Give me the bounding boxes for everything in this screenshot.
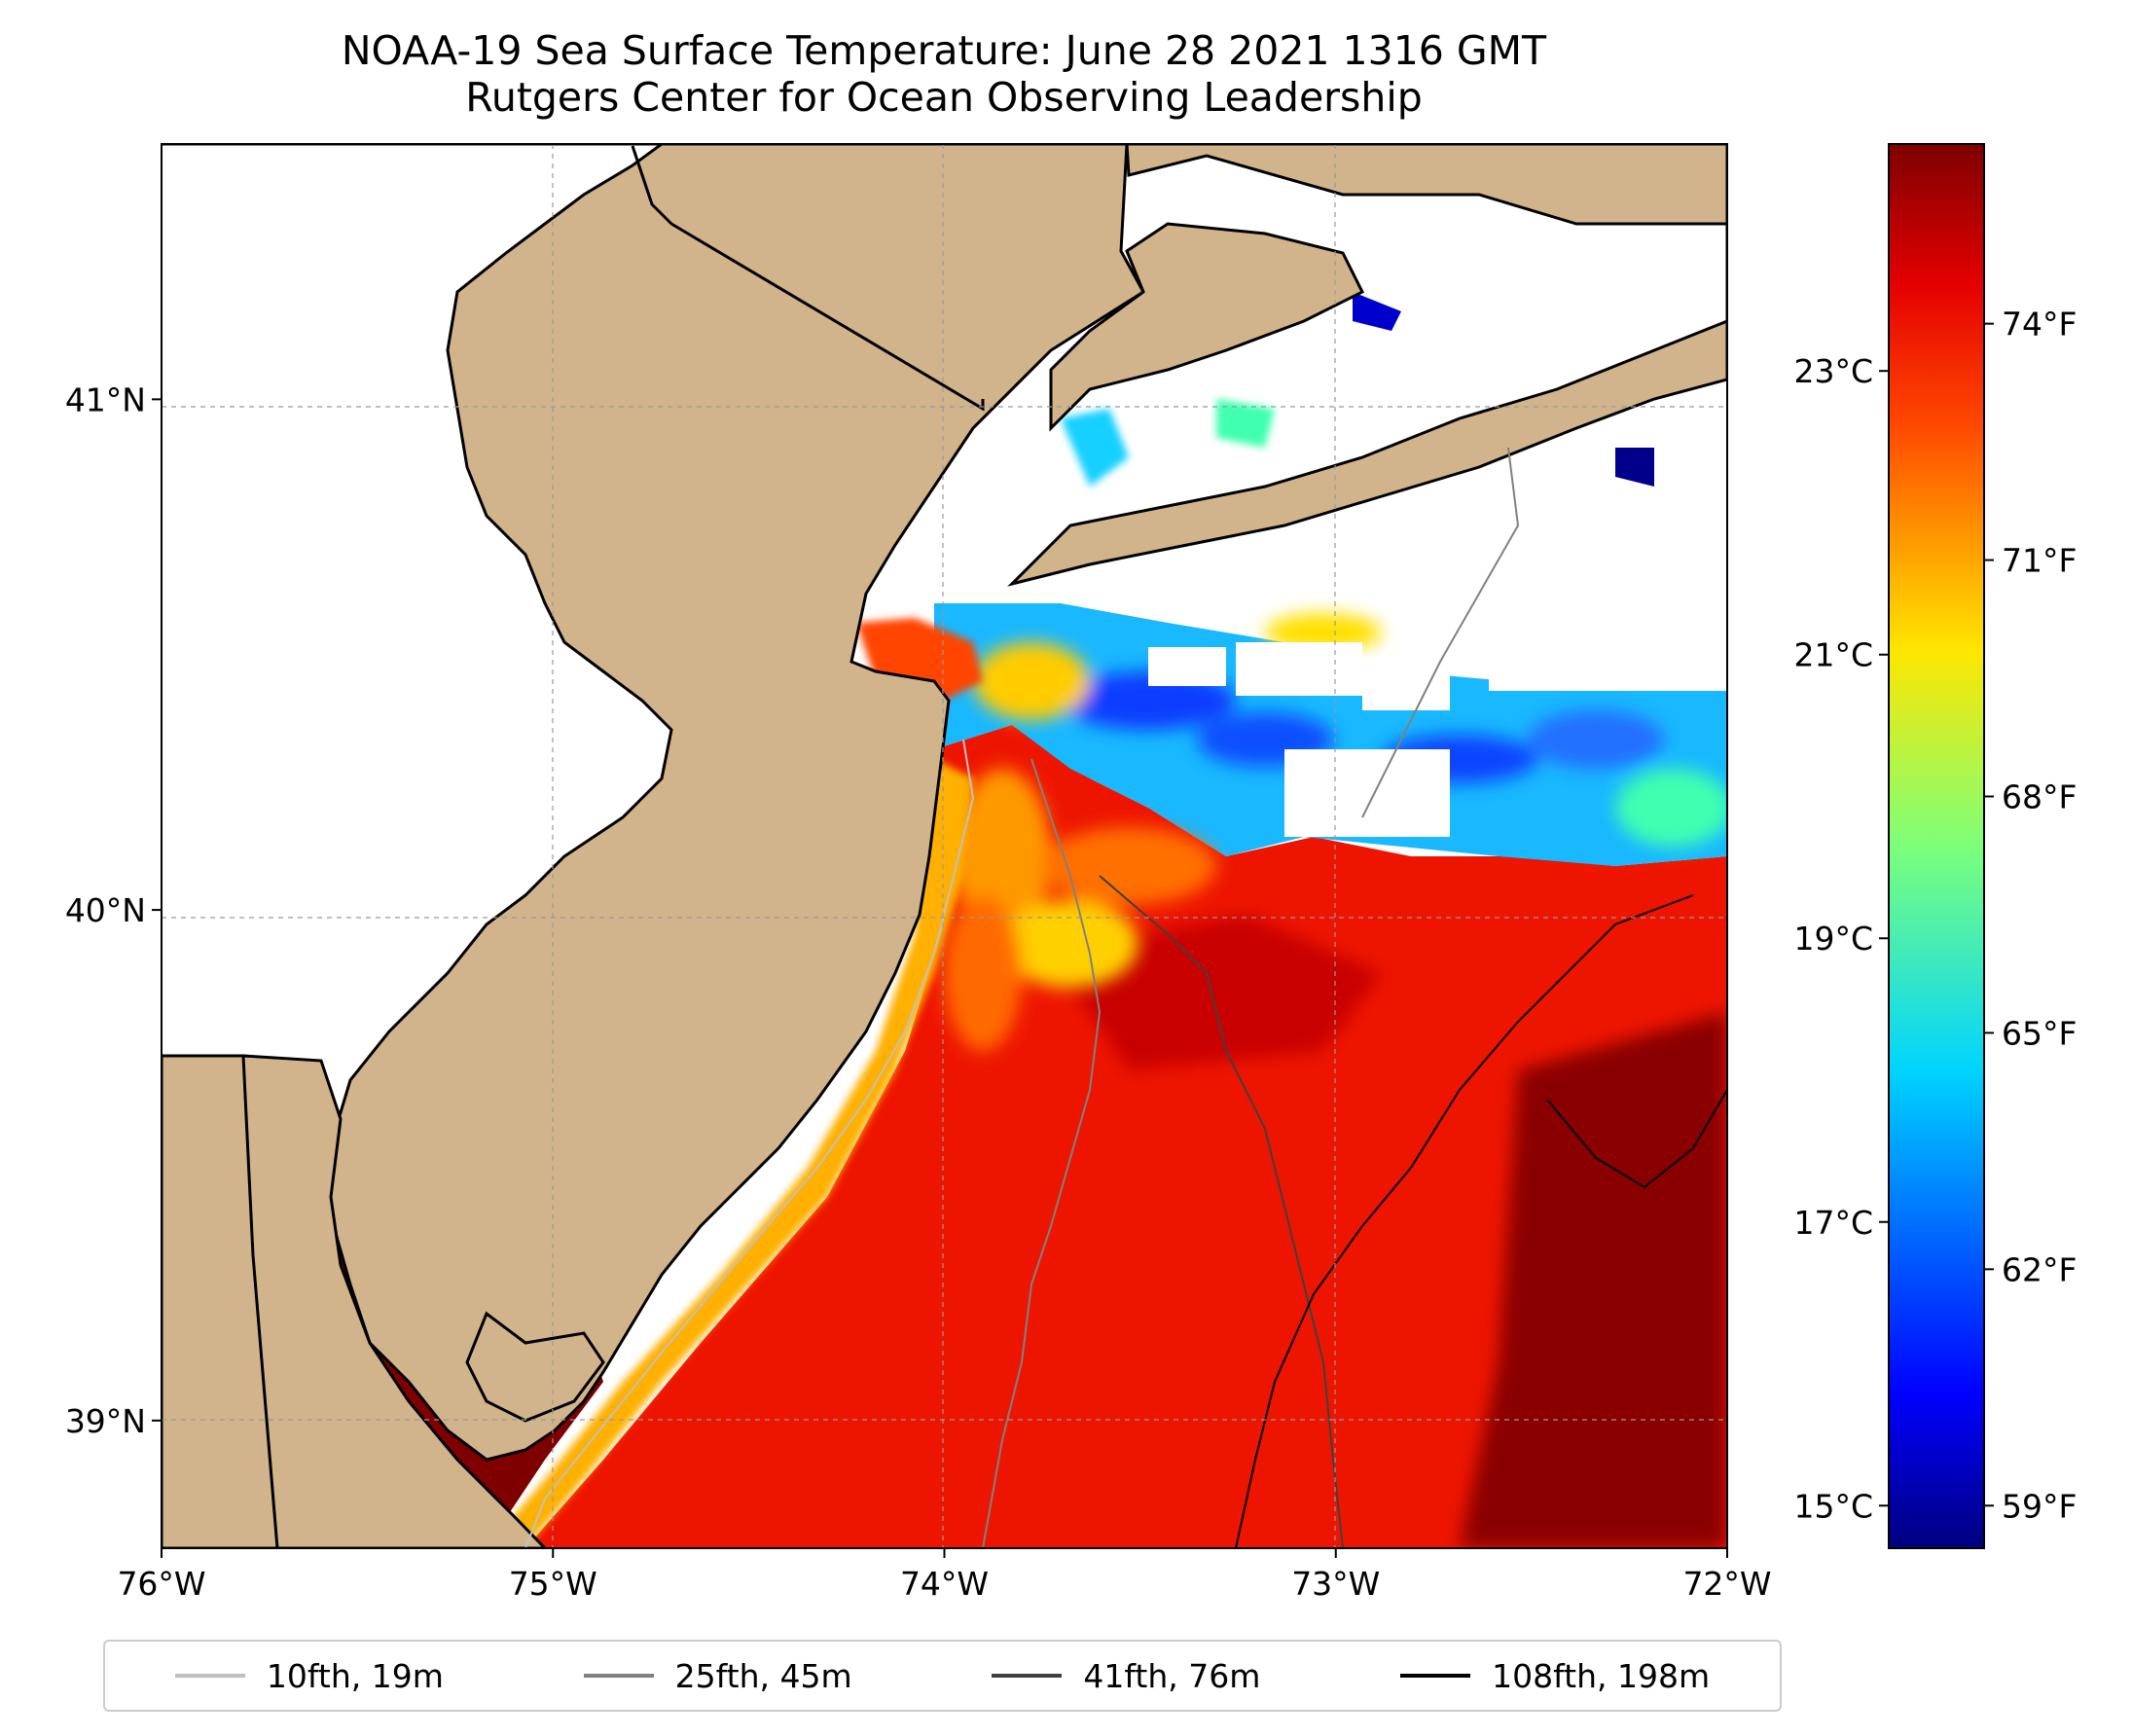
lon-tick-label: 72°W [1682,1565,1771,1603]
celsius-tick-label: 15°C [1793,1487,1873,1525]
legend-swatch [992,1674,1063,1678]
legend-swatch [1400,1674,1471,1678]
title-line-1: NOAA-19 Sea Surface Temperature: June 28… [341,27,1547,74]
bathymetry-contours [524,447,1727,1548]
fahrenheit-tick-label: 59°F [2002,1487,2077,1525]
latitude-ticks: 41°N 40°N 39°N [65,380,162,1440]
map-title: NOAA-19 Sea Surface Temperature: June 28… [0,27,1888,121]
warm-water-region [525,725,1727,1548]
title-line-2: Rutgers Center for Ocean Observing Leade… [465,74,1423,121]
colorbar-celsius-ticks: 23°C 21°C 19°C 17°C 15°C [1793,352,1889,1525]
fahrenheit-tick-label: 68°F [2002,778,2077,815]
state-boundaries [162,145,985,1548]
sst-field [311,229,1727,1548]
legend-label: 25fth, 45m [674,1656,852,1695]
celsius-tick-label: 23°C [1793,352,1873,390]
lon-tick-label: 76°W [117,1565,205,1603]
lon-tick-label: 74°W [900,1565,989,1603]
lat-tick-label: 41°N [65,380,146,418]
lat-tick-label: 40°N [65,891,146,929]
map-plot-area [162,144,1727,1548]
land [162,144,1727,1548]
legend-swatch [583,1674,654,1678]
graticule [162,144,1727,1548]
colorbar-fahrenheit-ticks: 74°F 71°F 68°F 65°F 62°F 59°F [1984,306,2077,1525]
celsius-tick-label: 17°C [1793,1204,1873,1242]
fahrenheit-tick-label: 65°F [2002,1014,2077,1052]
legend-item-41fth: 41fth, 76m [992,1657,1260,1695]
lon-tick-label: 75°W [509,1565,597,1603]
legend-label: 108fth, 198m [1492,1656,1711,1695]
legend-swatch [174,1674,245,1678]
legend-label: 41fth, 76m [1083,1656,1261,1695]
colorbar [1888,143,1985,1549]
legend-item-25fth: 25fth, 45m [583,1656,852,1695]
lon-tick-label: 73°W [1291,1565,1380,1603]
cloud-gaps [1148,545,1727,837]
legend-label: 10fth, 19m [266,1656,444,1695]
longitude-ticks: 76°W 75°W 74°W 73°W 72°W [117,1548,1772,1603]
legend-item-108fth: 108fth, 198m [1400,1657,1710,1695]
fahrenheit-tick-label: 62°F [2002,1250,2077,1288]
depth-legend: 10fth, 19m 25fth, 45m 41fth, 76m 108fth,… [103,1640,1782,1712]
fahrenheit-tick-label: 71°F [2002,542,2077,580]
legend-item-10fth: 10fth, 19m [174,1656,444,1695]
lat-tick-label: 39°N [65,1402,146,1440]
celsius-tick-label: 19°C [1793,920,1873,958]
hot-water-southeast [1460,1012,1727,1548]
fahrenheit-tick-label: 74°F [2002,306,2077,344]
celsius-tick-label: 21°C [1793,636,1873,674]
